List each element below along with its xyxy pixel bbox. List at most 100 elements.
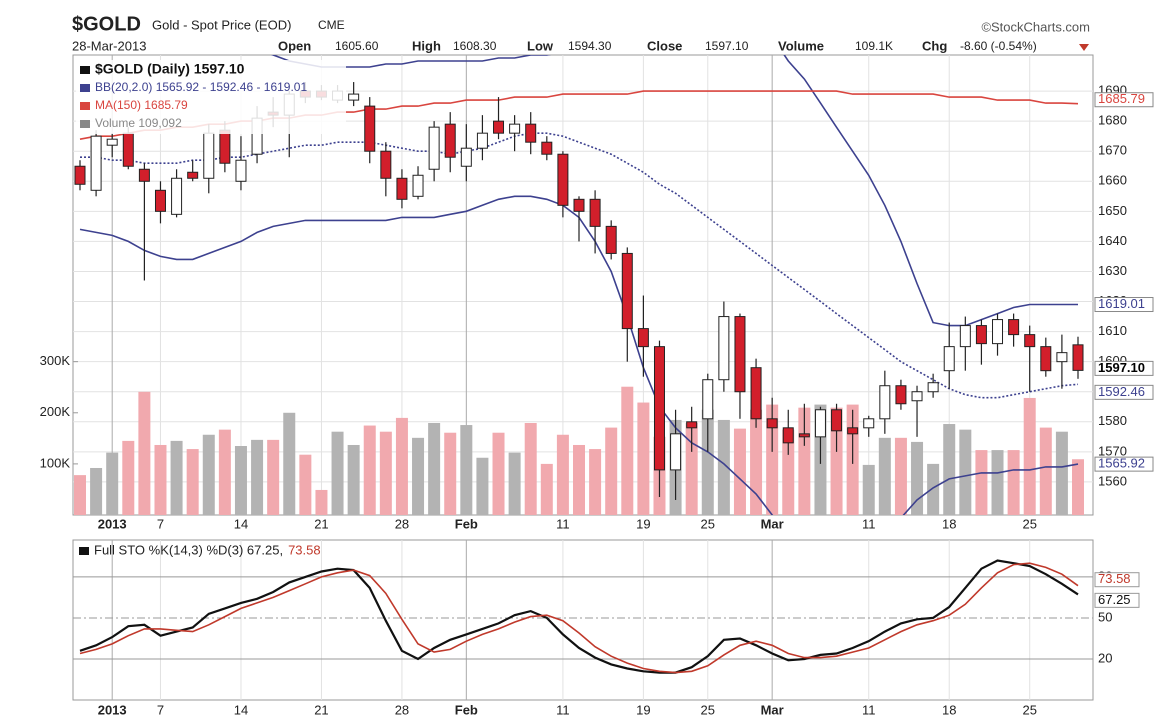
y-tick-label: 1670 (1098, 143, 1127, 158)
volume-bar (395, 417, 408, 515)
legend-icon (80, 120, 90, 128)
legend-label: BB(20,2.0) 1565.92 - 1592.46 - 1619.01 (95, 80, 307, 94)
y-tick-label: 50 (1098, 609, 1112, 624)
x-tick-label: 2013 (98, 702, 127, 717)
x-tick-label: 19 (636, 702, 650, 717)
candle-body (154, 189, 166, 212)
sto-d-value: 73.58 (288, 542, 321, 557)
candle-body (396, 177, 408, 200)
volume-bar (766, 404, 779, 515)
value-box (1094, 592, 1140, 608)
date: 28-Mar-2013 (72, 38, 146, 53)
candle-body (364, 105, 376, 152)
sto-title: Full STO %K(14,3) %D(3) 67.25, (94, 542, 283, 557)
y-tick-label: 1560 (1098, 473, 1127, 488)
candle-body (493, 120, 505, 134)
volume-bar (1055, 431, 1068, 515)
candle-body (573, 198, 585, 212)
volume-bar (508, 452, 521, 515)
volume-bar (1072, 459, 1084, 515)
stat-label: Volume (778, 38, 824, 53)
y-tick-label: 1610 (1098, 323, 1127, 338)
candle-body (863, 418, 875, 429)
volume-bar (74, 475, 86, 515)
x-tick-label: 7 (157, 516, 164, 531)
volume-bar (267, 439, 280, 515)
volume-bar (975, 450, 988, 515)
candle-body (1040, 346, 1052, 372)
candle-body (90, 135, 102, 191)
candle-body (750, 367, 762, 420)
candle-body (927, 382, 939, 393)
x-tick-label: Feb (455, 516, 478, 531)
candle-body (525, 123, 537, 143)
volume-bar (90, 467, 103, 515)
volume-bar (315, 489, 328, 515)
candle-body (959, 325, 971, 348)
volume-bar (122, 440, 135, 515)
volume-bar (379, 431, 392, 515)
x-tick-label: 11 (556, 516, 570, 531)
candle-body (847, 427, 859, 435)
candle-body (476, 132, 488, 149)
volume-bar (154, 444, 167, 515)
candle-body (718, 316, 730, 381)
sto-line (79, 562, 1079, 674)
candle-body (943, 346, 955, 372)
candle-body (380, 150, 392, 179)
legend-label: Volume 109,092 (95, 116, 182, 130)
y-tick-label: 1580 (1098, 413, 1127, 428)
stat-label: Low (527, 38, 554, 53)
x-tick-label: Mar (761, 702, 784, 717)
x-tick-label: 25 (701, 516, 715, 531)
x-tick-label: 14 (234, 516, 248, 531)
volume-bar (170, 440, 183, 515)
sto-panel (72, 539, 1094, 701)
volume-bar (363, 425, 376, 515)
value-box (1094, 384, 1154, 400)
candle-body (541, 141, 553, 155)
volume-bar (283, 412, 296, 515)
y2-tick-label: 200K (40, 404, 71, 419)
value-box-label: 1619.01 (1098, 296, 1145, 311)
x-tick-label: 18 (942, 702, 956, 717)
legend-label: $GOLD (Daily) 1597.10 (95, 61, 245, 77)
x-tick-label: 11 (556, 702, 570, 717)
x-tick-label: 28 (395, 516, 409, 531)
volume-bar (621, 386, 634, 515)
volume-bar (717, 419, 730, 515)
copyright: ©StockCharts.com (981, 19, 1090, 34)
volume-bar (605, 427, 618, 515)
candle-body (138, 168, 150, 182)
legend-label: MA(150) 1685.79 (95, 98, 188, 112)
symbol: $GOLD (72, 13, 141, 35)
stat-label: Open (278, 38, 311, 53)
candle-body (74, 165, 86, 185)
volume-bar (347, 444, 360, 515)
x-tick-label: 7 (157, 702, 164, 717)
legend-icon (80, 102, 90, 110)
volume-bar (959, 429, 972, 515)
stat-label: High (412, 38, 441, 53)
candle-body (653, 346, 665, 471)
x-tick-label: 11 (862, 516, 876, 531)
x-tick-label: 25 (701, 702, 715, 717)
x-tick-label: 19 (636, 516, 650, 531)
volume-bar (1023, 397, 1036, 515)
value-box-label: 73.58 (1098, 571, 1131, 586)
volume-bar (1007, 450, 1020, 515)
stat-value: 1594.30 (568, 39, 612, 53)
candle-body (975, 325, 987, 345)
x-tick-label: 14 (234, 702, 248, 717)
volume-bar (862, 464, 875, 515)
candle-body (203, 132, 215, 179)
volume-bar (299, 454, 312, 515)
candle-body (1072, 344, 1084, 371)
volume-bar (251, 439, 264, 515)
volume-bar (106, 452, 119, 515)
stat-value: 1597.10 (705, 39, 749, 53)
stat-label: Chg (922, 38, 947, 53)
x-tick-label: 25 (1022, 516, 1036, 531)
candle-body (428, 126, 440, 170)
candle-body (187, 171, 199, 179)
